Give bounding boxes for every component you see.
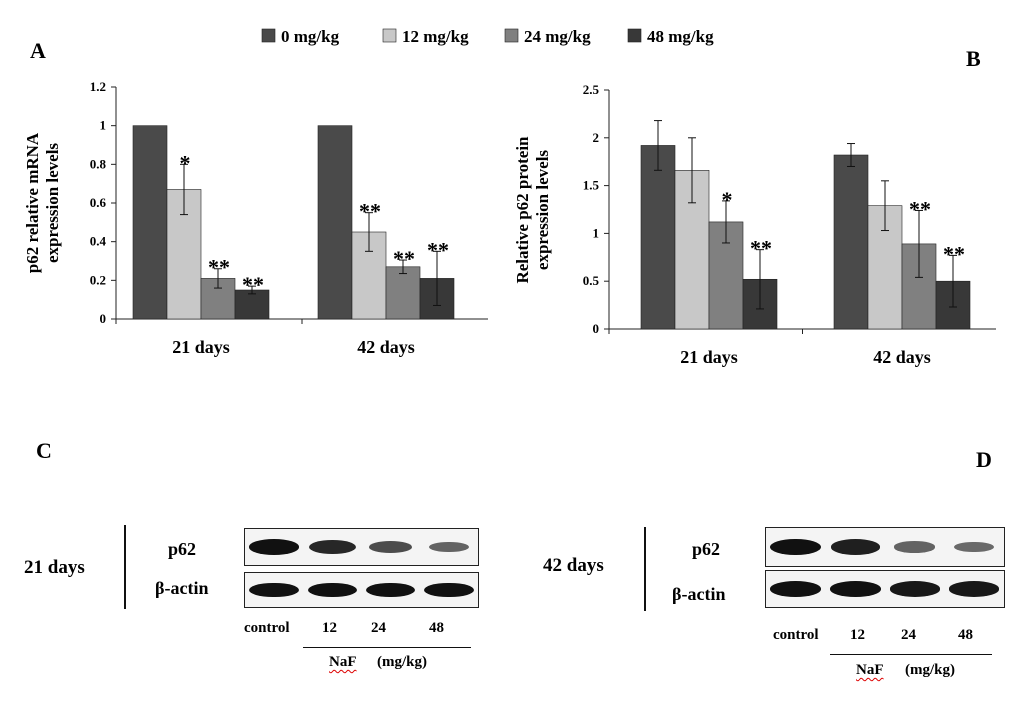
legend-swatch-2 bbox=[504, 28, 519, 43]
chart-a-ytick-label-3: 0.6 bbox=[90, 195, 107, 210]
blot-d-p62-band-2 bbox=[894, 541, 936, 553]
legend-label-2: 24 mg/kg bbox=[524, 27, 591, 46]
chart-a-sig-1-2: ** bbox=[393, 246, 415, 271]
chart-a-sig-1-3: ** bbox=[427, 237, 449, 262]
chart-a-sig-0-1: * bbox=[180, 150, 191, 175]
blot-c-p62-strip bbox=[244, 528, 479, 566]
chart-a-ytick-label-1: 0.2 bbox=[90, 272, 106, 287]
chart-b-bar-21-days-0 bbox=[640, 145, 676, 330]
blot-d-actin-band-0 bbox=[770, 581, 822, 597]
blot-c-lane-control: control bbox=[244, 620, 290, 636]
chart-b-ytick-label-2: 1 bbox=[593, 225, 600, 240]
chart-a-bar-42-days-0 bbox=[317, 125, 353, 320]
chart-a-ytick-label-6: 1.2 bbox=[90, 79, 106, 94]
blot-d-unit-label: (mg/kg) bbox=[905, 662, 955, 678]
chart-b-category-label-1: 42 days bbox=[873, 347, 931, 367]
chart-b-ytick-label-3: 1.5 bbox=[583, 178, 600, 193]
blot-c-lane-48: 48 bbox=[429, 620, 444, 636]
chart-b-category-label-0: 21 days bbox=[680, 347, 738, 367]
blot-d-naf-label: NaF bbox=[856, 662, 884, 678]
blot-d-day-label: 42 days bbox=[543, 555, 604, 576]
legend-swatch-0 bbox=[261, 28, 276, 43]
blot-c-actin-band-2 bbox=[365, 582, 416, 598]
legend-label-3: 48 mg/kg bbox=[647, 27, 714, 46]
chart-b-ytick-label-5: 2.5 bbox=[583, 82, 600, 97]
chart-a-category-label-0: 21 days bbox=[172, 337, 230, 357]
blot-c-actin-strip bbox=[244, 572, 479, 608]
blot-d-p62-band-3 bbox=[954, 541, 995, 553]
blot-c-actin-band-0 bbox=[249, 582, 299, 598]
chart-a-bar-42-days-2 bbox=[385, 266, 421, 320]
blot-c-actin-label: β-actin bbox=[155, 578, 209, 598]
blot-d-lane-12: 12 bbox=[850, 627, 865, 643]
chart-b-ylabel-line-0: Relative p62 protein bbox=[513, 136, 532, 284]
chart-a-sig-0-3: ** bbox=[242, 272, 264, 297]
blot-c-actin-band-1 bbox=[307, 582, 358, 598]
chart-a-ylabel-line-0: p62 relative mRNA bbox=[23, 132, 42, 273]
blot-d-actin-band-2 bbox=[889, 581, 940, 597]
blot-c-p62-band-3 bbox=[428, 541, 469, 553]
blot-d-lane-control: control bbox=[773, 627, 819, 643]
legend-label-0: 0 mg/kg bbox=[281, 27, 340, 46]
panel-letter-a: A bbox=[30, 38, 46, 63]
chart-b-sig-0-2: * bbox=[722, 187, 733, 212]
blot-d-actin-band-3 bbox=[949, 581, 1000, 597]
blot-c-p62-band-2 bbox=[369, 541, 412, 553]
chart-a-ylabel-line-1: expression levels bbox=[43, 143, 62, 263]
blot-c-bracket-line bbox=[303, 647, 471, 648]
chart-b-ylabel-line-1: expression levels bbox=[533, 150, 552, 270]
chart-a-ytick-label-0: 0 bbox=[100, 311, 107, 326]
blot-d-p62-band-1 bbox=[830, 539, 880, 555]
chart-a-bar-21-days-0 bbox=[132, 125, 168, 320]
legend-swatch-3 bbox=[627, 28, 642, 43]
chart-a-category-label-1: 42 days bbox=[357, 337, 415, 357]
blot-d-bracket-line bbox=[830, 654, 992, 655]
panel-letter-c: C bbox=[36, 438, 52, 463]
legend-swatch-1 bbox=[382, 28, 397, 43]
blot-c-naf-label: NaF bbox=[329, 654, 357, 670]
legend-label-1: 12 mg/kg bbox=[402, 27, 469, 46]
blot-c-lane-24: 24 bbox=[371, 620, 386, 636]
blot-c-actin-band-3 bbox=[424, 582, 474, 598]
chart-b-ytick-label-0: 0 bbox=[593, 321, 600, 336]
blot-c-divider bbox=[124, 525, 126, 609]
chart-b-bar-42-days-0 bbox=[833, 154, 869, 330]
blot-d-p62-label: p62 bbox=[692, 539, 721, 559]
chart-b-ytick-label-4: 2 bbox=[593, 130, 600, 145]
chart-a-ytick-label-2: 0.4 bbox=[90, 234, 107, 249]
blot-c-unit-label: (mg/kg) bbox=[377, 654, 427, 670]
blot-c-day-label: 21 days bbox=[24, 557, 85, 578]
blot-d-actin-strip bbox=[765, 570, 1005, 608]
blot-d-lane-24: 24 bbox=[901, 627, 916, 643]
chart-a-bar-21-days-3 bbox=[234, 289, 270, 320]
blot-c-p62-band-0 bbox=[249, 539, 299, 555]
chart-a-sig-0-2: ** bbox=[208, 255, 230, 280]
chart-a-sig-1-1: ** bbox=[359, 199, 381, 224]
blot-c-p62-label: p62 bbox=[168, 539, 197, 559]
chart-b-sig-0-3: ** bbox=[750, 236, 772, 261]
blot-d-p62-strip bbox=[765, 527, 1005, 567]
chart-a-ytick-label-4: 0.8 bbox=[90, 156, 107, 171]
chart-a-ytick-label-5: 1 bbox=[100, 118, 107, 133]
blot-c-p62-band-1 bbox=[308, 539, 356, 555]
chart-b-sig-1-2: ** bbox=[909, 196, 931, 221]
blot-d-divider bbox=[644, 527, 646, 611]
chart-b-ytick-label-1: 0.5 bbox=[583, 273, 600, 288]
panel-letter-b: B bbox=[966, 46, 981, 71]
chart-b-sig-1-3: ** bbox=[943, 241, 965, 266]
panel-letter-d: D bbox=[976, 447, 992, 472]
blot-c-lane-12: 12 bbox=[322, 620, 337, 636]
blot-d-lane-48: 48 bbox=[958, 627, 973, 643]
blot-d-p62-band-0 bbox=[770, 538, 822, 556]
blot-d-actin-band-1 bbox=[829, 581, 881, 597]
blot-d-actin-label: β-actin bbox=[672, 584, 726, 604]
